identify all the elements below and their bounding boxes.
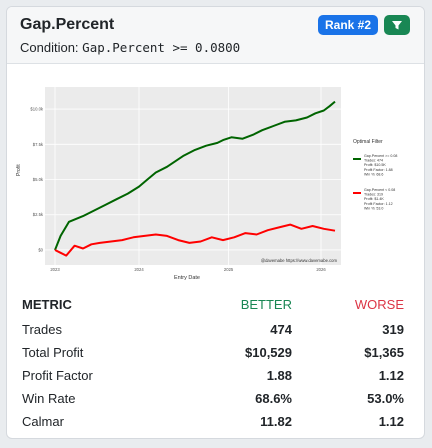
y-tick-labels: $0 $2.5k $5.0k $7.5k $10.0k — [30, 107, 43, 253]
series-line-better — [54, 100, 336, 251]
metric-row-calmar: Calmar 11.82 1.12 — [7, 414, 424, 436]
legend-entry-text: Win %: 68.6 — [364, 172, 383, 176]
chart-watermark: @davemabe https://www.davemabe.com — [261, 258, 338, 263]
legend-title: Optimal Filter — [353, 139, 383, 145]
y-axis-label: Profit — [16, 164, 22, 176]
metric-row-profit-factor: Profit Factor 1.88 1.12 — [7, 368, 424, 390]
legend-entry-text: Win %: 53.0 — [364, 206, 383, 210]
better-value: $10,529 — [245, 345, 292, 360]
metrics-header-row: METRIC BETTER WORSE — [7, 297, 424, 319]
legend-entry-text: Profit: $10.5K — [364, 163, 386, 167]
metric-label: Total Profit — [22, 345, 84, 360]
condition-label: Condition: — [20, 40, 79, 55]
filter-funnel-icon — [392, 21, 402, 30]
metric-label: Profit Factor — [22, 368, 93, 383]
metric-row-total-profit: Total Profit $10,529 $1,365 — [7, 345, 424, 367]
legend-entry-text: Profit: $1.4K — [364, 197, 384, 201]
condition-expression: Gap.Percent >= 0.0800 — [82, 40, 241, 55]
profit-chart: $0 $2.5k $5.0k $7.5k $10.0k 2023 2024 2025 2026… — [11, 81, 421, 287]
y-tick-label: $0 — [38, 247, 43, 252]
card-header: Gap.Percent Condition: Gap.Percent >= 0.… — [7, 7, 424, 64]
metric-row-trades: Trades 474 319 — [7, 322, 424, 344]
legend-entry-text: Gap.Percent < 0.08 — [364, 188, 395, 192]
better-value: 1.88 — [266, 368, 292, 383]
worse-header: WORSE — [354, 297, 404, 312]
x-tick-label: 2024 — [134, 267, 144, 272]
profit-chart-svg: $0 $2.5k $5.0k $7.5k $10.0k 2023 2024 2025 2026… — [16, 87, 397, 281]
y-tick-label: $10.0k — [30, 107, 43, 112]
y-tick-label: $5.0k — [33, 177, 44, 182]
metric-header: METRIC — [22, 297, 72, 312]
x-axis-label: Entry Date — [174, 275, 200, 281]
metric-label: Calmar — [22, 414, 64, 429]
filter-card: Gap.Percent Condition: Gap.Percent >= 0.… — [6, 6, 425, 439]
legend-entry-text: Trades: 319 — [364, 193, 383, 197]
plot-area — [45, 87, 341, 265]
worse-value: $1,365 — [364, 345, 404, 360]
legend-entry-text: Gap.Percent >= 0.08 — [364, 154, 397, 158]
better-value: 474 — [270, 322, 292, 337]
better-value: 11.82 — [260, 414, 292, 429]
x-tick-label: 2025 — [224, 267, 234, 272]
worse-value: 1.12 — [378, 414, 404, 429]
legend-entry-text: Trades: 474 — [364, 159, 383, 163]
x-tick-labels: 2023 2024 2025 2026 — [50, 267, 326, 272]
legend-entry-text: Profit Factor: 1.88 — [364, 168, 393, 172]
rank-badge[interactable]: Rank #2 — [318, 15, 379, 35]
condition-line: Condition: Gap.Percent >= 0.0800 — [20, 40, 240, 55]
worse-value: 1.12 — [378, 368, 404, 383]
card-title: Gap.Percent — [20, 16, 115, 33]
metric-row-win-rate: Win Rate 68.6% 53.0% — [7, 391, 424, 413]
worse-value: 319 — [382, 322, 404, 337]
y-tick-label: $2.5k — [33, 212, 44, 217]
metric-label: Win Rate — [22, 391, 76, 406]
x-tick-label: 2023 — [50, 267, 60, 272]
series-line-worse — [54, 223, 336, 257]
y-tick-label: $7.5k — [33, 142, 44, 147]
series-lines — [54, 100, 336, 257]
filter-button[interactable] — [384, 15, 410, 35]
better-header: BETTER — [240, 297, 292, 312]
legend-entry-text: Profit Factor: 1.12 — [364, 202, 393, 206]
x-tick-label: 2026 — [316, 267, 326, 272]
worse-value: 53.0% — [367, 391, 404, 406]
better-value: 68.6% — [255, 391, 292, 406]
grid-lines — [45, 87, 341, 265]
metric-label: Trades — [22, 322, 62, 337]
